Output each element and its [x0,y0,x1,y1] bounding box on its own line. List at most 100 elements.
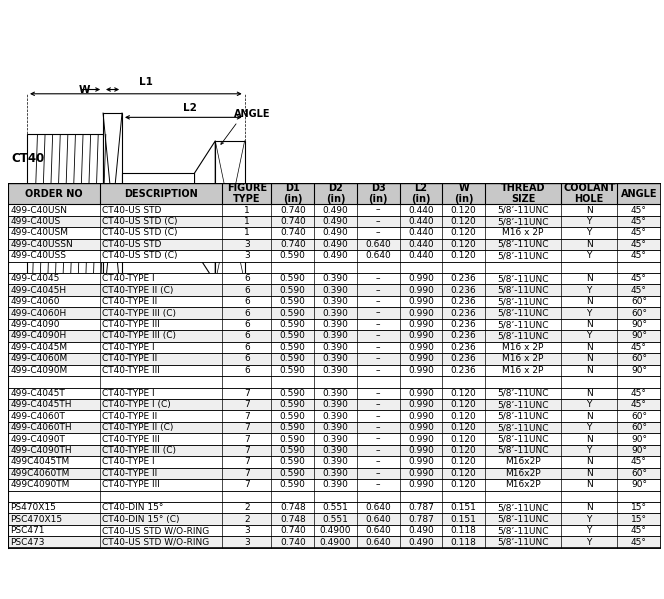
Text: 0.551: 0.551 [323,503,349,512]
Bar [8,388,661,399]
Text: ORDER NO: ORDER NO [25,189,82,198]
Text: 0.590: 0.590 [280,434,305,443]
Text: N: N [586,240,592,249]
Text: 45°: 45° [631,240,647,249]
Text: L1: L1 [139,77,153,87]
Text: 6: 6 [244,308,250,317]
Text: 5/8’-11UNC: 5/8’-11UNC [497,205,549,214]
Text: 3: 3 [244,526,250,535]
Bar [8,307,661,319]
Text: 0.990: 0.990 [408,469,434,478]
Text: 0.990: 0.990 [408,434,434,443]
Bar [8,445,661,456]
Text: 0.590: 0.590 [280,469,305,478]
Text: 15°: 15° [631,515,647,524]
Text: D2
(in): D2 (in) [326,183,345,204]
Text: 0.740: 0.740 [280,537,305,546]
Text: M16 x 2P: M16 x 2P [503,355,544,364]
Text: 0.590: 0.590 [280,286,305,295]
Text: CT40-TYPE II: CT40-TYPE II [102,412,157,420]
Text: 0.440: 0.440 [408,252,434,261]
Text: CT40-TYPE II: CT40-TYPE II [102,469,157,478]
Text: –: – [376,355,380,364]
Text: 5/8’-11UNC: 5/8’-11UNC [497,274,549,283]
Text: Y: Y [586,308,592,317]
Text: 0.590: 0.590 [280,423,305,432]
Text: 499-C4045: 499-C4045 [11,274,60,283]
Text: 45°: 45° [631,286,647,295]
Text: M16 x 2P: M16 x 2P [503,228,544,237]
Text: FIG.4: FIG.4 [28,323,60,333]
Text: 0.120: 0.120 [451,240,477,249]
Text: 0.4900: 0.4900 [320,526,351,535]
Text: CT40-US STD W/O-RING: CT40-US STD W/O-RING [102,537,209,546]
Text: 0.787: 0.787 [408,503,434,512]
Text: 0.490: 0.490 [323,217,349,226]
Text: 60°: 60° [631,355,647,364]
Text: 5/8’-11UNC: 5/8’-11UNC [497,400,549,409]
Text: 0.590: 0.590 [280,446,305,455]
Text: 0.120: 0.120 [451,480,477,489]
Text: 0.390: 0.390 [323,355,349,364]
Text: 15°: 15° [631,503,647,512]
Text: 0.640: 0.640 [365,252,391,261]
Text: 5/8’-11UNC: 5/8’-11UNC [497,389,549,398]
Text: THREAD
SIZE: THREAD SIZE [501,183,545,204]
Text: 45°: 45° [631,205,647,214]
Text: 0.390: 0.390 [323,480,349,489]
Text: 60°: 60° [631,297,647,306]
Text: 0.740: 0.740 [280,205,305,214]
Text: 0.787: 0.787 [408,515,434,524]
Text: –: – [376,205,380,214]
Text: 5/8’-11UNC: 5/8’-11UNC [497,503,549,512]
Text: 60°: 60° [631,423,647,432]
Bar [8,330,661,341]
Text: 0.490: 0.490 [408,537,434,546]
Text: W
(in): W (in) [454,183,473,204]
Text: 0.390: 0.390 [323,423,349,432]
Text: 499-C40USM: 499-C40USM [11,228,68,237]
Text: 499-C4060M: 499-C4060M [11,355,68,364]
Text: 0.390: 0.390 [323,412,349,420]
Text: 0.990: 0.990 [408,355,434,364]
Text: 499-C4045T: 499-C4045T [11,389,65,398]
Text: N: N [586,274,592,283]
Text: 0.640: 0.640 [365,503,391,512]
Text: N: N [586,480,592,489]
Text: 0.990: 0.990 [408,274,434,283]
Text: 7: 7 [244,423,250,432]
Text: CT40-TYPE III: CT40-TYPE III [102,320,159,329]
Text: 6: 6 [244,274,250,283]
Text: 499-C40USN: 499-C40USN [11,205,68,214]
Text: 0.590: 0.590 [280,297,305,306]
Text: M16x2P: M16x2P [505,469,541,478]
Bar [8,319,661,330]
Text: 60°: 60° [631,469,647,478]
Text: 5/8’-11UNC: 5/8’-11UNC [497,526,549,535]
Text: CT40-DIN 15°: CT40-DIN 15° [102,503,163,512]
Text: Y: Y [586,537,592,546]
Text: CT40-TYPE III: CT40-TYPE III [102,480,159,489]
Text: 0.590: 0.590 [280,355,305,364]
Text: 0.236: 0.236 [451,286,477,295]
Bar [8,227,661,238]
Text: CT40-TYPE II (C): CT40-TYPE II (C) [102,423,173,432]
Text: Y: Y [586,217,592,226]
Text: 2: 2 [244,515,250,524]
Text: L2: L2 [183,103,197,113]
Bar [8,341,661,353]
Text: N: N [586,355,592,364]
Text: 0.990: 0.990 [408,480,434,489]
Text: –: – [376,320,380,329]
Text: 90°: 90° [631,366,647,375]
Text: 0.120: 0.120 [451,412,477,420]
Text: 6: 6 [244,297,250,306]
Bar [8,365,661,376]
Text: –: – [376,446,380,455]
Text: 0.390: 0.390 [323,308,349,317]
Text: 0.390: 0.390 [323,366,349,375]
Text: N: N [586,205,592,214]
Text: PSC471: PSC471 [11,526,45,535]
Text: 5/8’-11UNC: 5/8’-11UNC [497,423,549,432]
Bar [8,422,661,433]
